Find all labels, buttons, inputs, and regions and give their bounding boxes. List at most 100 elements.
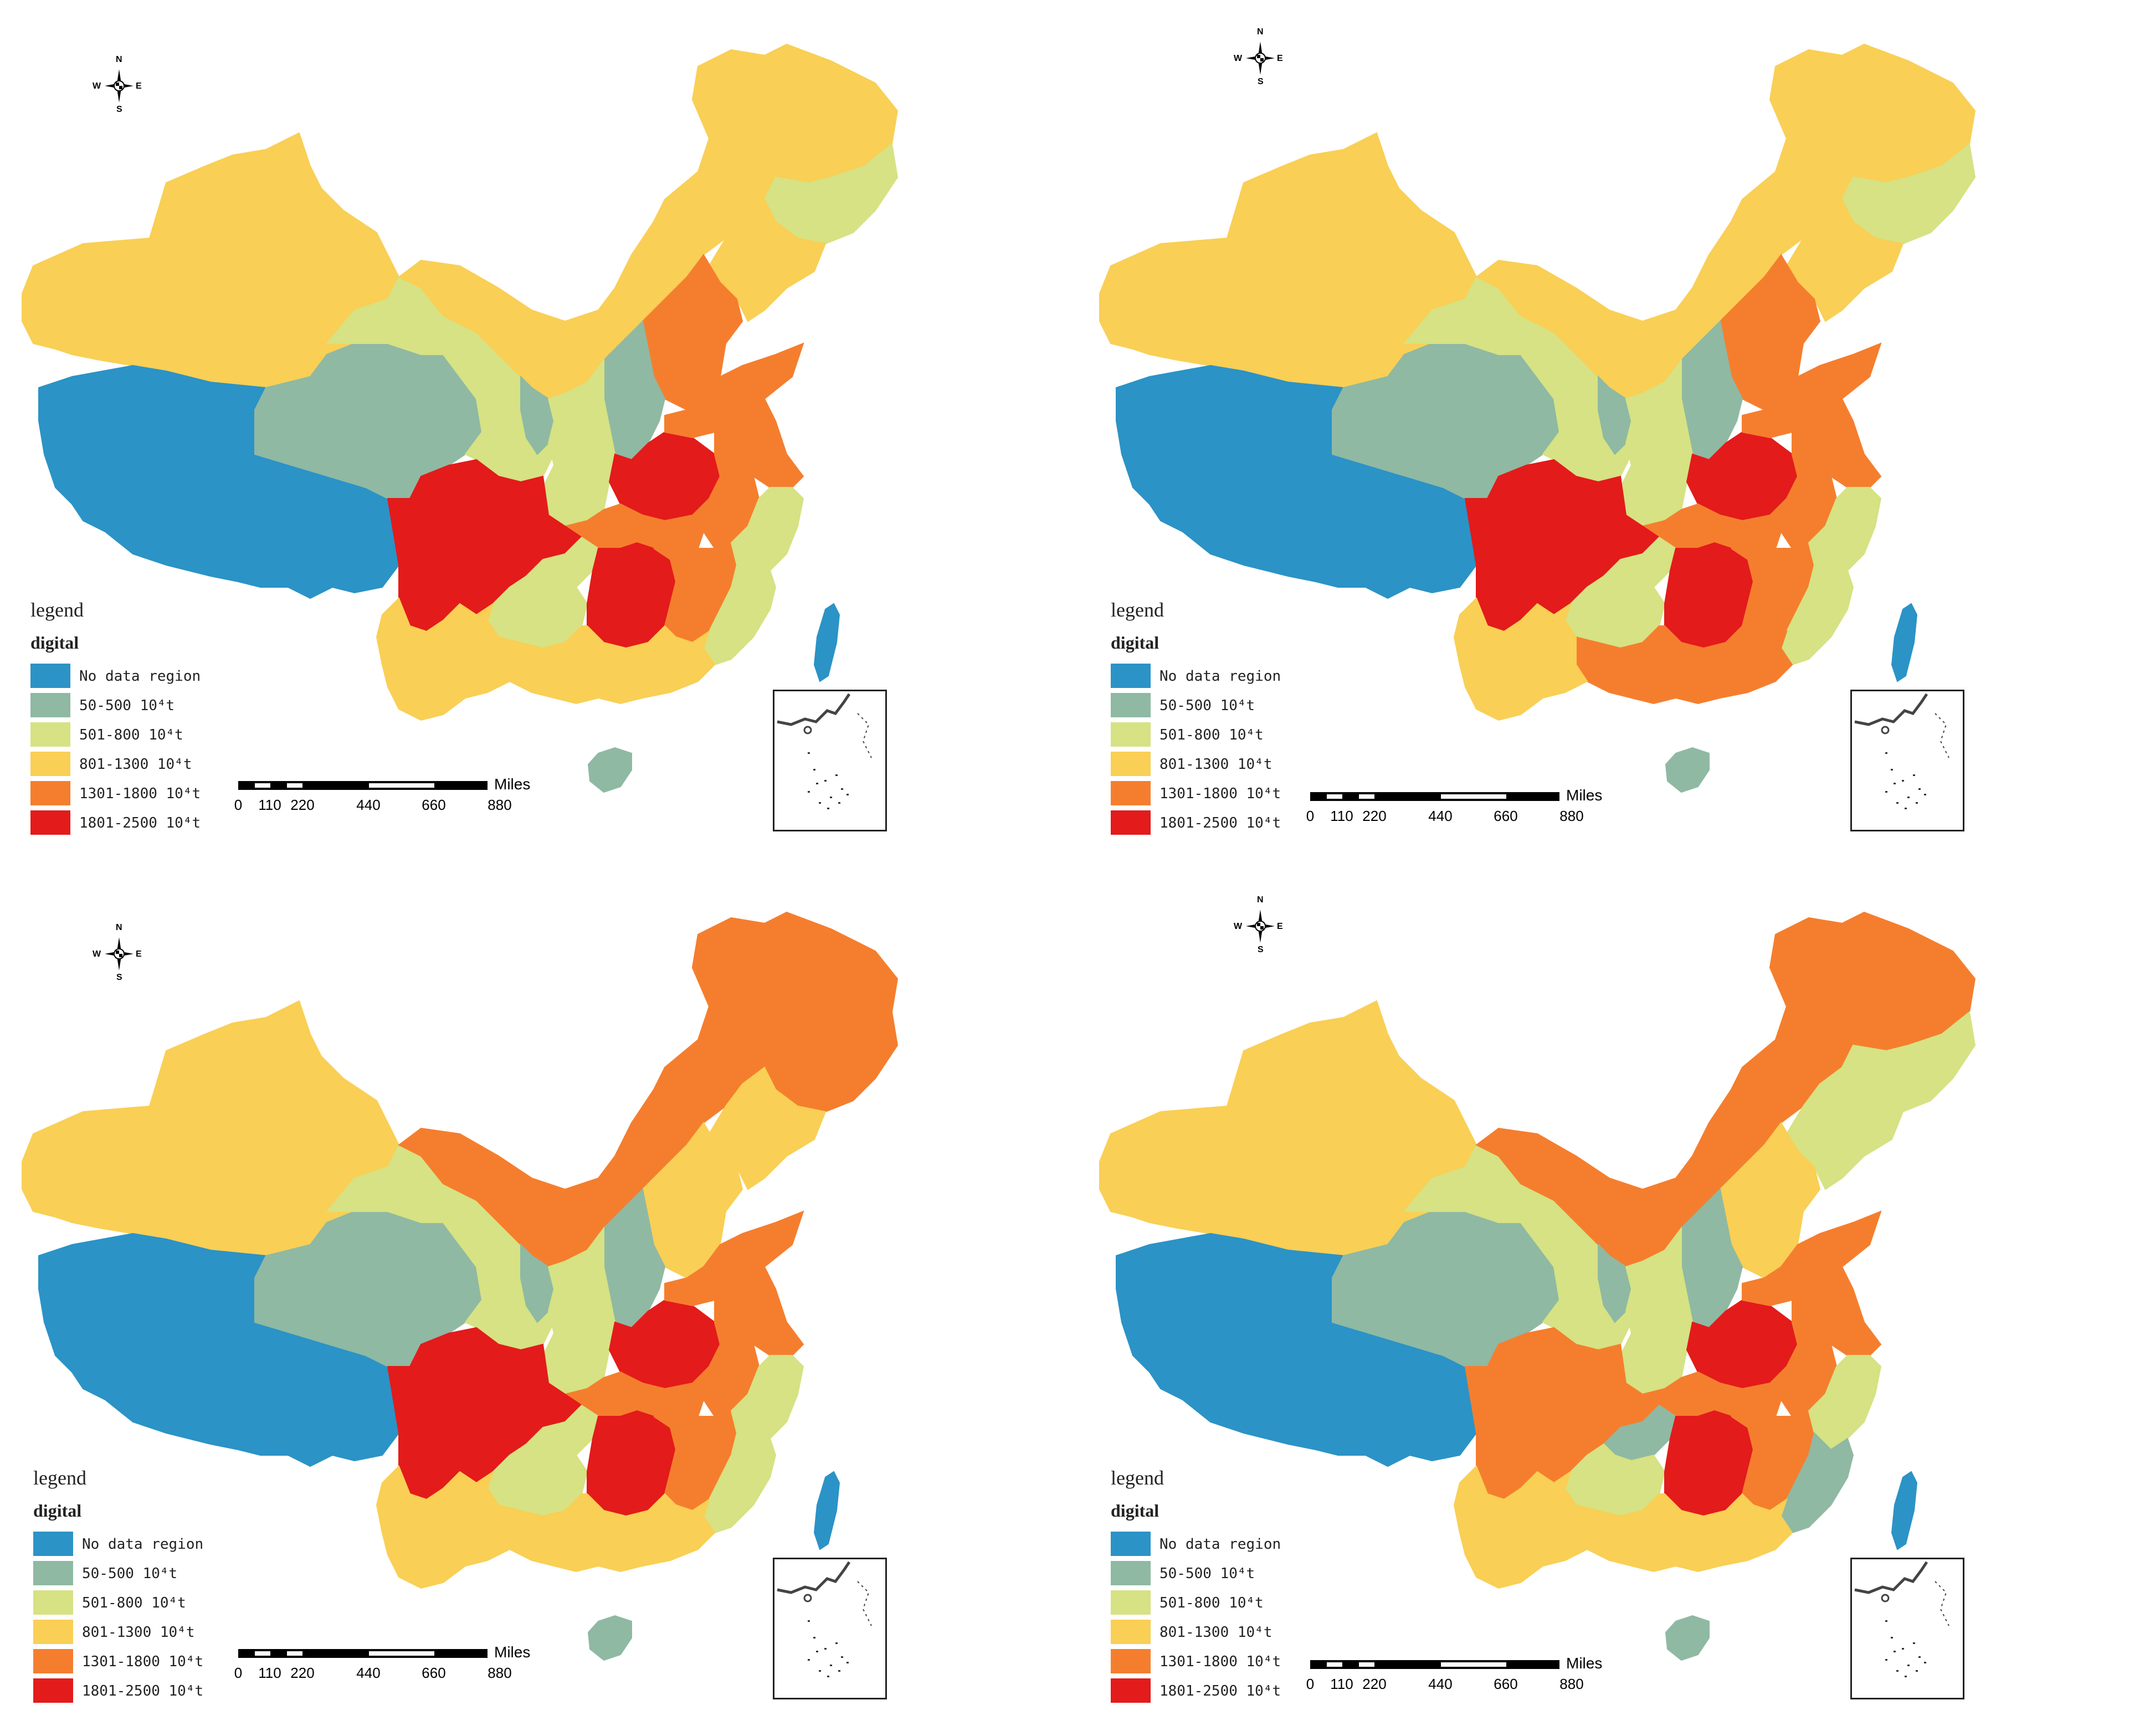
legend-swatch	[1111, 1649, 1151, 1673]
compass-label-w: W	[1234, 54, 1243, 63]
south-china-sea-inset	[773, 690, 887, 831]
compass-label-s: S	[1258, 77, 1264, 86]
region-hainan	[587, 1615, 632, 1661]
legend-swatch	[1111, 1532, 1151, 1556]
scale-tick-label: 220	[290, 797, 315, 813]
legend-label: 1801-2500 10⁴t	[1159, 1683, 1281, 1699]
map-legend: legend digital No data region 50-500 10⁴t 50…	[30, 598, 230, 836]
scale-bar-segment	[1441, 1662, 1506, 1667]
legend-item: 50-500 10⁴t	[1111, 1561, 1310, 1588]
inset-islands-map	[1854, 1561, 1949, 1677]
legend-subtitle: digital	[30, 633, 79, 653]
legend-label: 1801-2500 10⁴t	[1159, 815, 1281, 831]
legend-label: 1801-2500 10⁴t	[82, 1683, 204, 1699]
legend-swatch	[1111, 664, 1151, 688]
region-yunnan	[1453, 1465, 1588, 1589]
map-legend: legend digital No data region 50-500 10⁴t 50…	[1111, 1466, 1310, 1704]
legend-item: 501-800 10⁴t	[33, 1590, 233, 1617]
scale-tick-label: 110	[258, 797, 281, 813]
compass-label-s: S	[116, 973, 122, 982]
legend-swatch	[1111, 693, 1151, 717]
region-yunnan	[1453, 597, 1588, 721]
legend-swatch	[1111, 1620, 1151, 1644]
scale-tick-label: 0	[1306, 1676, 1315, 1692]
north-arrow-compass: N S E W	[1234, 895, 1283, 954]
scale-tick-label: 880	[488, 1665, 512, 1681]
scale-unit-label: Miles	[1566, 787, 1603, 804]
scale-tick-label: 0	[234, 1665, 243, 1681]
legend-swatch	[30, 752, 70, 776]
legend-title: legend	[1111, 1467, 1164, 1489]
region-hainan	[1665, 747, 1710, 793]
legend-label: No data region	[1159, 1536, 1281, 1553]
region-yunnan	[376, 597, 511, 721]
legend-label: 1301-1800 10⁴t	[1159, 785, 1281, 802]
scale-tick-label: 440	[356, 797, 381, 813]
legend-swatch	[30, 781, 70, 805]
legend-label: 501-800 10⁴t	[1159, 727, 1264, 743]
scale-tick-label: 880	[488, 797, 512, 813]
inset-islands-map	[777, 1561, 872, 1677]
scale-tick-label: 440	[356, 1665, 381, 1681]
map-legend: legend digital No data region 50-500 10⁴t 50…	[1111, 598, 1310, 836]
scale-bar-segment	[1359, 1662, 1374, 1667]
legend-item: 50-500 10⁴t	[33, 1561, 233, 1588]
legend-swatch	[1111, 1590, 1151, 1615]
compass-rose-icon	[105, 69, 134, 102]
china-choropleth-map	[22, 43, 899, 793]
compass-label-w: W	[93, 81, 101, 91]
scale-tick-label: 660	[1494, 1676, 1518, 1692]
legend-label: No data region	[1159, 668, 1281, 685]
legend-item: No data region	[33, 1532, 233, 1558]
legend-label: 50-500 10⁴t	[1159, 697, 1255, 714]
legend-item: 1301-1800 10⁴t	[1111, 781, 1310, 808]
legend-label: 1301-1800 10⁴t	[82, 1653, 204, 1670]
legend-swatch	[1111, 722, 1151, 747]
legend-item: No data region	[30, 664, 230, 690]
scale-bar-segment	[1327, 794, 1342, 799]
region-taiwan	[1891, 603, 1918, 682]
legend-item: 501-800 10⁴t	[1111, 722, 1310, 749]
scale-bar-line	[238, 781, 488, 790]
legend-swatch	[33, 1561, 73, 1585]
legend-label: 50-500 10⁴t	[1159, 1565, 1255, 1582]
legend-item: 501-800 10⁴t	[1111, 1590, 1310, 1617]
compass-label-w: W	[93, 949, 101, 959]
compass-rose-icon	[1246, 910, 1275, 943]
legend-item: 1301-1800 10⁴t	[1111, 1649, 1310, 1676]
scale-bar: Miles 0 110 220 440 660 880	[234, 775, 548, 820]
scale-bar-line	[1310, 1660, 1559, 1669]
legend-label: 50-500 10⁴t	[79, 697, 175, 714]
compass-label-e: E	[1277, 54, 1283, 63]
scale-tick-label: 880	[1559, 808, 1584, 824]
legend-label: 801-1300 10⁴t	[82, 1624, 195, 1641]
scale-bar-line	[1310, 792, 1559, 801]
legend-item: 1301-1800 10⁴t	[33, 1649, 233, 1676]
legend-swatch	[33, 1649, 73, 1673]
compass-label-w: W	[1234, 922, 1243, 931]
scale-tick-label: 440	[1428, 1676, 1453, 1692]
scale-unit-label: Miles	[494, 1643, 531, 1661]
legend-title: legend	[1111, 599, 1164, 621]
scale-tick-label: 0	[1306, 808, 1315, 824]
legend-swatch	[1111, 1678, 1151, 1703]
scale-unit-label: Miles	[1566, 1655, 1603, 1672]
scale-bar-segment	[1327, 1662, 1342, 1667]
legend-label: 1301-1800 10⁴t	[1159, 1653, 1281, 1670]
legend-label: No data region	[82, 1536, 204, 1553]
scale-bar-line	[238, 1649, 488, 1658]
scale-unit-label: Miles	[494, 775, 531, 793]
legend-label: 50-500 10⁴t	[82, 1565, 178, 1582]
compass-rose-icon	[1246, 42, 1275, 75]
scale-bar-segment	[287, 783, 302, 788]
legend-swatch	[1111, 752, 1151, 776]
inset-islands-map	[1854, 693, 1949, 809]
scale-tick-label: 660	[1494, 808, 1518, 824]
south-china-sea-inset	[1850, 1558, 1964, 1699]
scale-bar-segment	[1359, 794, 1374, 799]
legend-swatch	[33, 1532, 73, 1556]
legend-title: legend	[30, 599, 84, 621]
